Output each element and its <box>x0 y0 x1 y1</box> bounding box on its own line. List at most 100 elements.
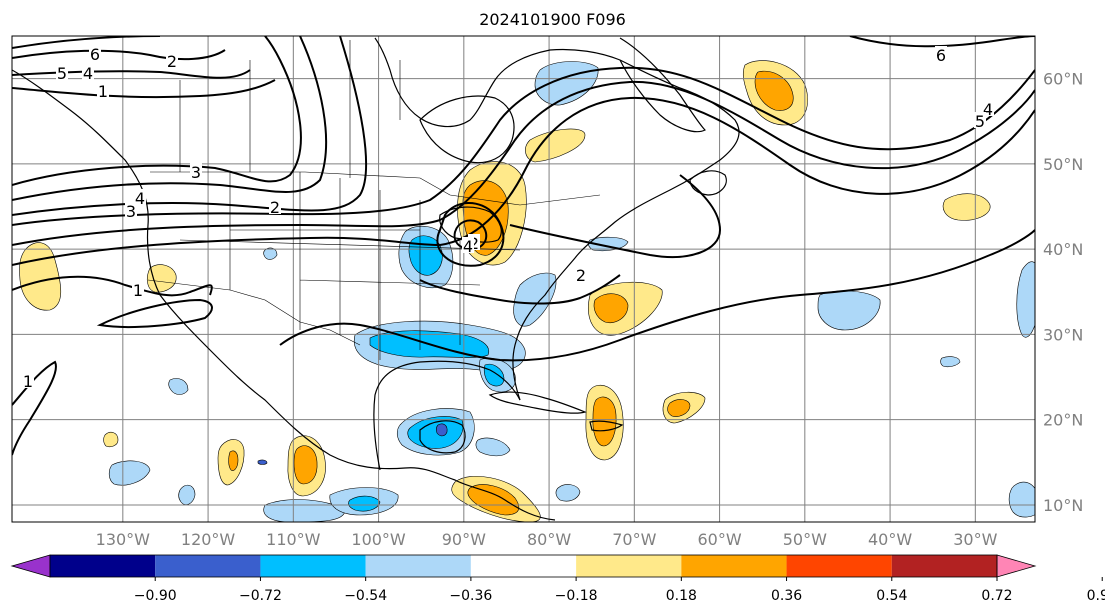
contour-label: 2 <box>270 198 280 217</box>
longitude-label: 90°W <box>442 530 486 549</box>
contour-label-bg <box>974 112 986 128</box>
latitude-label: 40°N <box>1043 240 1083 259</box>
cuba-coastline <box>488 391 587 414</box>
contour-line <box>96 298 213 329</box>
contour-label: 4 <box>983 100 993 119</box>
latitude-labels: 60°N 50°N 40°N 30°N 20°N 10°N <box>1043 70 1083 515</box>
negative-anomaly-region <box>513 272 557 327</box>
positive-anomaly-region <box>19 242 62 311</box>
colorbar-segment <box>786 555 892 577</box>
colorbar-outline <box>49 554 998 578</box>
longitude-label: 70°W <box>612 530 656 549</box>
longitude-label: 40°W <box>868 530 912 549</box>
colorbar-segment <box>365 555 471 577</box>
contour-line <box>12 80 1035 246</box>
contour-line <box>12 36 302 186</box>
positive-anomaly-region <box>525 128 586 163</box>
colorbar-tick-label: −0.90 <box>134 588 177 604</box>
hispaniola-coastline <box>589 420 624 432</box>
colorbar-tick-label: 0.36 <box>771 588 802 604</box>
negative-anomaly-region <box>436 423 448 437</box>
newfoundland-coastline <box>689 170 727 196</box>
longitude-label: 80°W <box>527 530 571 549</box>
positive-anomaly-region <box>754 70 794 111</box>
contour-line <box>453 219 488 251</box>
negative-anomaly-region <box>940 356 961 368</box>
contour-label: 2 <box>167 52 177 71</box>
contour-label-bg <box>132 281 144 297</box>
longitude-label: 110°W <box>266 530 321 549</box>
us-mexico-border <box>147 279 361 346</box>
contour-label: 3 <box>191 163 201 182</box>
colorbar-tick-label: −0.36 <box>449 588 492 604</box>
positive-anomaly-region <box>942 193 991 221</box>
negative-anomaly-region <box>555 484 581 502</box>
colorbar-segment <box>891 555 997 577</box>
contour-line <box>279 229 1035 362</box>
colorbar-tick-labels: −0.90 −0.72 −0.54 −0.36 −0.18 0.18 0.36 0.54 0.7… <box>134 577 1105 604</box>
negative-anomaly-region <box>475 437 511 457</box>
colorbar-tick-label: 0.72 <box>981 588 1012 604</box>
longitude-label: 120°W <box>181 530 236 549</box>
positive-anomaly-region <box>593 293 629 323</box>
contour-label-layer: 65421343221126454 <box>22 45 994 391</box>
political-borders <box>147 40 601 360</box>
contour-label-bg <box>82 64 94 80</box>
coastline-layer <box>12 37 740 521</box>
contour-label-bg <box>125 202 137 218</box>
colorbar-segment <box>681 555 787 577</box>
contour-line <box>12 49 226 61</box>
map-area <box>12 36 1035 522</box>
contour-label: 2 <box>576 266 586 285</box>
map-frame <box>11 35 1036 523</box>
colorbar-tick-label: −0.72 <box>239 588 282 604</box>
gulf-coastline <box>373 360 521 471</box>
contour-label-bg <box>190 163 202 179</box>
map-title: 2024101900 F096 <box>479 10 626 29</box>
contour-line <box>12 275 213 297</box>
colorbar-segment <box>470 555 577 577</box>
contour-line <box>12 69 251 79</box>
negative-anomaly-region <box>817 290 881 331</box>
positive-anomaly-region <box>146 264 177 293</box>
negative-anomaly-region <box>407 416 464 449</box>
negative-anomaly-region <box>588 236 629 252</box>
negative-anomaly-region <box>168 378 189 395</box>
contour-line <box>12 36 368 216</box>
contour-label: 3 <box>126 202 136 221</box>
latitude-label: 60°N <box>1043 70 1083 89</box>
longitude-labels: 130°W 120°W 110°W 100°W 90°W 80°W 70°W 60°W 50°W… <box>96 530 998 549</box>
longitude-label: 100°W <box>351 530 406 549</box>
contour-label-bg <box>56 64 68 80</box>
positive-anomaly-region <box>467 484 520 516</box>
contour-line <box>436 202 505 267</box>
contour-line <box>12 96 1035 266</box>
contour-label-bg <box>89 45 101 61</box>
latitude-label: 50°N <box>1043 155 1083 174</box>
longitude-label: 60°W <box>697 530 741 549</box>
great-lakes-outline <box>439 206 502 243</box>
colorbar-extend-max <box>996 554 1037 578</box>
positive-anomaly-region <box>667 399 691 417</box>
contour-label: 1 <box>98 82 108 101</box>
positive-anomaly-region <box>228 450 239 471</box>
contour-label: 4 <box>463 237 473 256</box>
canada-province-lines <box>179 40 401 178</box>
contour-label-bg <box>134 189 146 205</box>
canada-north-coastline <box>374 37 621 128</box>
colorbar <box>10 554 1037 578</box>
contour-label-bg <box>166 52 178 68</box>
contour-label-bg <box>97 82 109 98</box>
colorbar-tick-label: 0.18 <box>666 588 697 604</box>
positive-anomaly-region <box>293 445 318 485</box>
contour-line <box>509 174 722 259</box>
contour-label-bg <box>269 198 281 214</box>
colorbar-segment <box>50 555 156 577</box>
colorbar-segment <box>260 555 366 577</box>
latitude-label: 30°N <box>1043 325 1083 344</box>
contour-label: 5 <box>57 64 67 83</box>
negative-anomaly-region <box>108 460 151 486</box>
contour-line <box>419 274 621 305</box>
contour-line <box>12 36 328 201</box>
